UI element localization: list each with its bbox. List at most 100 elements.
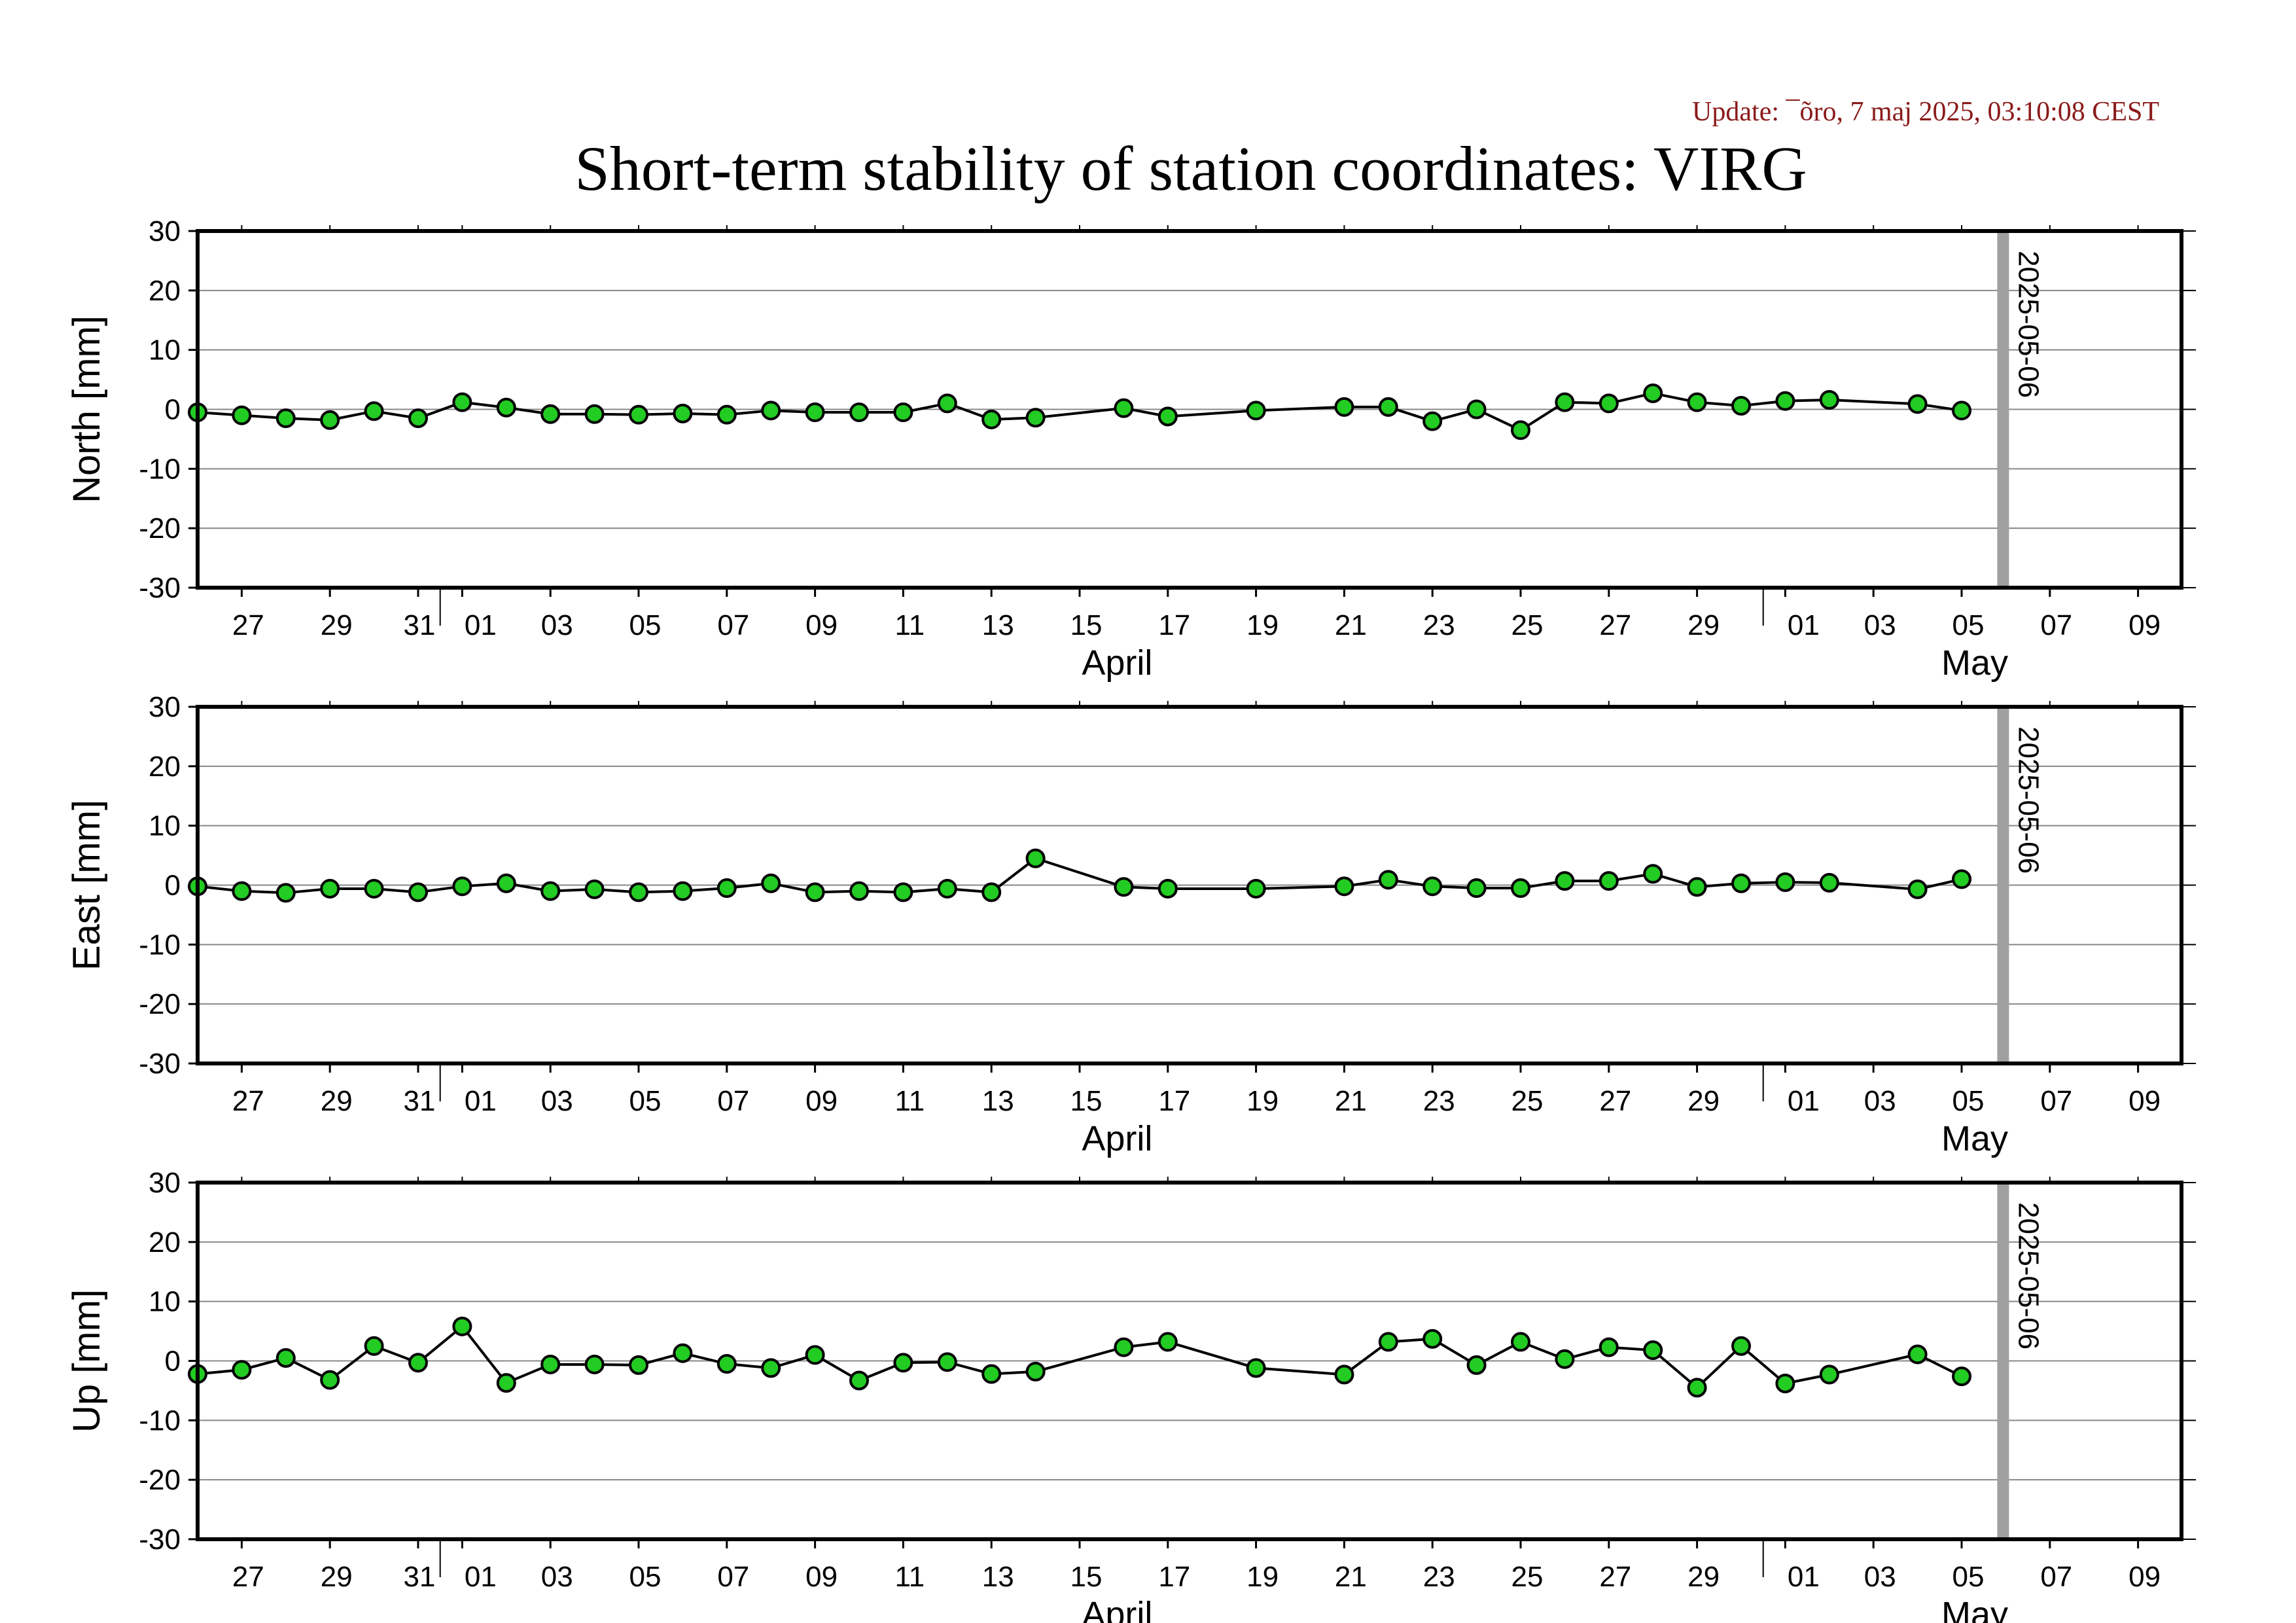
data-point: [761, 1358, 781, 1378]
y-tick-label: -30: [139, 1048, 181, 1080]
data-point: [1466, 1355, 1487, 1375]
x-tick-label: 09: [805, 609, 838, 641]
data-point: [716, 878, 737, 899]
data-point: [1907, 1344, 1928, 1364]
x-tick-label: 03: [1864, 609, 1896, 641]
x-tick-label: 05: [1952, 1561, 1985, 1593]
x-tick-label: 09: [2128, 609, 2161, 641]
x-tick-label: 03: [541, 1561, 573, 1593]
data-point: [1731, 873, 1751, 893]
data-point: [275, 1347, 296, 1368]
data-point: [1952, 1366, 1971, 1387]
x-tick-label: 23: [1423, 609, 1455, 641]
x-tick-label: 19: [1246, 609, 1279, 641]
data-point: [1157, 1332, 1178, 1352]
data-point: [540, 1354, 561, 1374]
data-point: [452, 876, 472, 897]
data-point: [1511, 1332, 1530, 1352]
data-point: [540, 881, 561, 901]
y-tick-label: -20: [139, 1464, 181, 1496]
data-point: [716, 404, 737, 425]
data-point: [893, 1353, 913, 1373]
data-point: [1114, 398, 1134, 418]
x-tick-label: 05: [629, 609, 662, 641]
data-point: [232, 405, 252, 425]
x-tick-label: 31: [404, 609, 436, 641]
data-point: [1246, 401, 1266, 421]
x-tick-label: 27: [232, 1561, 264, 1593]
data-point: [1731, 1336, 1751, 1356]
x-tick-label: 15: [1070, 1561, 1103, 1593]
x-tick-label: 29: [321, 1085, 353, 1117]
data-point: [1731, 396, 1751, 416]
x-tick-label: 27: [232, 1085, 264, 1117]
x-tick-label: 17: [1158, 1085, 1190, 1117]
x-tick-label: 29: [1687, 1085, 1720, 1117]
x-tick-label: 03: [1864, 1085, 1896, 1117]
data-point: [1246, 1358, 1266, 1378]
data-point: [1025, 1361, 1046, 1382]
data-point: [981, 882, 1002, 902]
y-tick-label: -30: [139, 572, 181, 604]
panels: 30 20 10 0 -10 -20 -30 North [mm] 27 29 31 01 03 05 07…: [65, 215, 2196, 1623]
y-axis-label: East [mm]: [65, 800, 108, 971]
x-tick-label: 01: [1788, 1085, 1820, 1117]
data-point: [1422, 1329, 1443, 1349]
data-point: [1025, 848, 1046, 868]
x-tick-label: 25: [1511, 609, 1544, 641]
data-point: [1598, 1337, 1619, 1357]
y-axis-label: Up [mm]: [65, 1289, 108, 1433]
reference-date-bar: [1997, 707, 2009, 1063]
panel-east: 30 20 10 0 -10 -20 -30 East [mm] 27 29 31 01 03 05 07 0…: [65, 691, 2196, 1158]
data-point: [584, 404, 605, 424]
data-point: [1157, 406, 1178, 427]
y-tick-label: 20: [149, 751, 181, 783]
y-tick-label: 0: [165, 870, 181, 902]
data-point: [1819, 872, 1839, 893]
data-point: [1775, 1374, 1795, 1394]
data-point: [275, 408, 296, 429]
reference-date-bar: [1997, 1183, 2009, 1539]
month-label: April: [1082, 1595, 1152, 1623]
y-tick-label: 30: [149, 1167, 181, 1199]
x-tick-label: 17: [1158, 609, 1190, 641]
y-axis-label: North [mm]: [65, 315, 108, 503]
data-point: [849, 1370, 869, 1391]
x-tick-label: 21: [1335, 1561, 1367, 1593]
x-tick-label: 11: [895, 609, 925, 641]
y-tick-label: 0: [165, 1346, 181, 1378]
x-tick-label: 03: [541, 1085, 573, 1117]
data-point: [1907, 879, 1928, 899]
x-tick-label: 27: [1599, 1085, 1631, 1117]
data-point: [981, 409, 1002, 429]
data-point: [364, 1336, 384, 1356]
data-point: [1157, 878, 1178, 899]
x-tick-label: 07: [717, 1085, 749, 1117]
update-timestamp: Update: ¯õro, 7 maj 2025, 03:10:08 CEST: [1692, 97, 2159, 127]
data-point: [1466, 399, 1487, 419]
data-point: [232, 881, 252, 901]
x-tick-label: 29: [321, 609, 353, 641]
x-tick-label: 07: [717, 609, 749, 641]
data-point: [408, 408, 428, 429]
y-tick-label: -30: [139, 1524, 181, 1556]
data-point: [364, 878, 384, 899]
data-point: [893, 882, 913, 902]
data-point: [1598, 871, 1619, 891]
data-point: [364, 401, 384, 421]
plot-frame: [196, 1181, 2183, 1541]
data-point: [584, 879, 605, 899]
x-tick-label: 11: [895, 1561, 925, 1593]
data-point: [1687, 1378, 1707, 1398]
y-tick-label: 30: [149, 691, 181, 723]
data-point: [496, 873, 516, 893]
data-point: [1511, 420, 1530, 440]
data-point: [1598, 393, 1619, 414]
data-point: [1687, 877, 1707, 897]
data-point: [232, 1360, 252, 1380]
data-point: [1775, 391, 1795, 411]
x-tick-label: 13: [982, 1085, 1014, 1117]
month-label: May: [1941, 1119, 2008, 1158]
